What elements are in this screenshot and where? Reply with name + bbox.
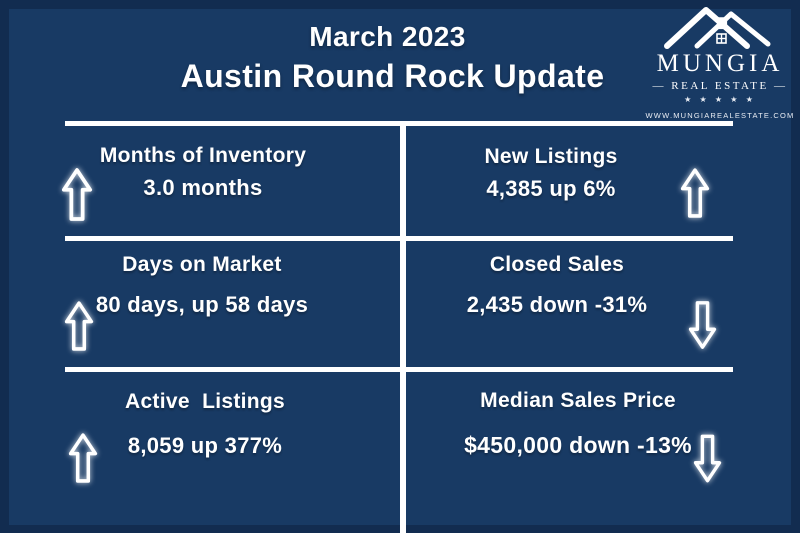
stat-closed-sales: Closed Sales 2,435 down -31% — [425, 253, 689, 318]
stat-days-on-market: Days on Market 80 days, up 58 days — [62, 253, 342, 318]
stat-value: 8,059 up 377% — [127, 433, 283, 458]
divider-horizontal-1 — [65, 121, 733, 126]
stat-label: Months of Inventory — [99, 144, 307, 167]
five-stars-icon: ★ ★ ★ ★ ★ — [684, 95, 756, 104]
stat-label: Closed Sales — [489, 253, 625, 276]
stat-label: Days on Market — [122, 253, 282, 276]
stat-value: 80 days, up 58 days — [95, 292, 309, 317]
down-arrow-icon — [688, 297, 717, 353]
stat-value: $450,000 down -13% — [464, 432, 692, 458]
stat-label: New Listings — [484, 145, 618, 168]
stat-value: 3.0 months — [143, 175, 263, 200]
brand-website: WWW.MUNGIAREALESTATE.COM — [645, 111, 795, 120]
divider-horizontal-3 — [65, 367, 733, 372]
brand-name: MUNGIA — [656, 50, 784, 77]
stat-value: 4,385 up 6% — [486, 176, 616, 201]
brand-tagline: — REAL ESTATE — — [652, 80, 788, 92]
up-arrow-icon — [64, 298, 94, 354]
roofline-house-icon — [664, 7, 771, 49]
stat-active-listings: Active Listings 8,059 up 377% — [67, 390, 343, 459]
report-date: March 2023 — [309, 21, 466, 52]
stat-months-of-inventory: Months of Inventory 3.0 months — [65, 144, 341, 201]
stat-label: Median Sales Price — [480, 389, 676, 412]
divider-horizontal-2 — [65, 236, 733, 241]
stat-value: 2,435 down -31% — [466, 292, 648, 317]
up-arrow-icon — [68, 429, 98, 487]
up-arrow-icon — [61, 166, 93, 223]
page-title: Austin Round Rock Update — [180, 58, 605, 94]
stat-median-sales-price: Median Sales Price $450,000 down -13% — [428, 389, 728, 459]
stat-label: Active Listings — [124, 390, 285, 413]
brand-logo: MUNGIA — REAL ESTATE — ★ ★ ★ ★ ★ WWW.MUN… — [645, 6, 795, 120]
divider-vertical — [400, 121, 406, 533]
up-arrow-icon — [680, 165, 710, 221]
down-arrow-icon — [693, 430, 722, 487]
stat-new-listings: New Listings 4,385 up 6% — [420, 145, 682, 202]
